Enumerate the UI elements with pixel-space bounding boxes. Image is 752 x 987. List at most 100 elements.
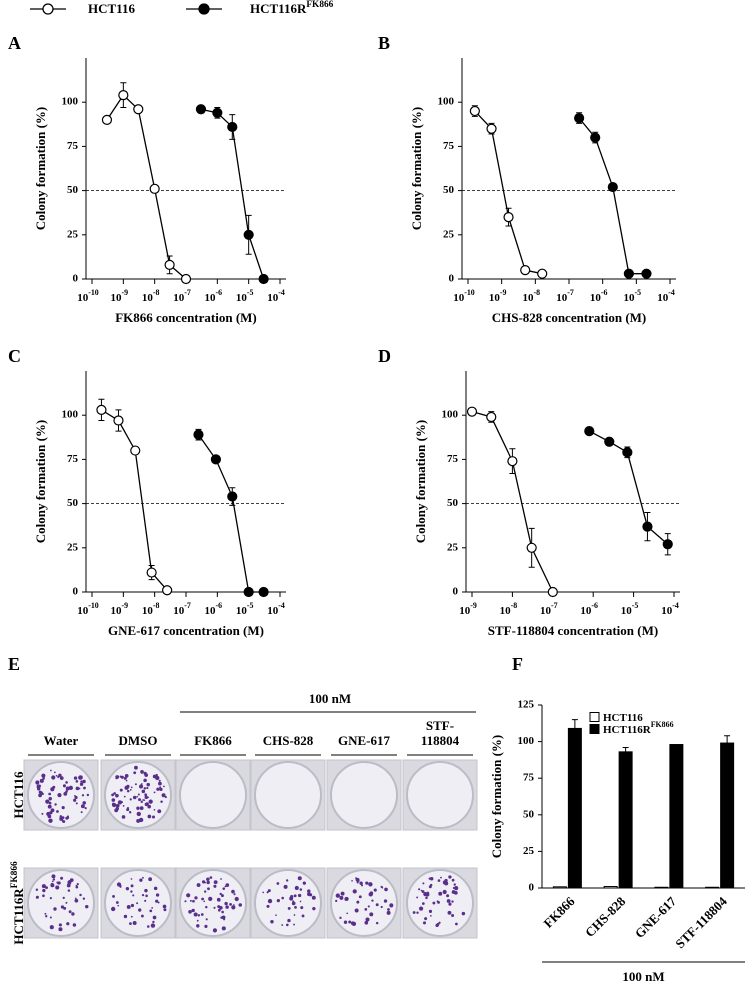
colony	[355, 877, 358, 880]
colony	[371, 899, 374, 902]
colony	[35, 896, 38, 899]
colony	[140, 914, 144, 918]
colony	[81, 794, 85, 797]
colony	[220, 878, 222, 880]
colony	[144, 773, 149, 777]
colony	[35, 780, 40, 785]
colony	[123, 776, 127, 780]
colony	[148, 877, 153, 882]
colony	[152, 920, 155, 924]
y-tick-label: 50	[67, 497, 79, 509]
data-point	[96, 404, 107, 415]
colony	[119, 885, 122, 888]
colony	[130, 786, 133, 789]
colony	[65, 781, 68, 784]
colony	[80, 811, 83, 814]
colony	[163, 908, 167, 912]
colony	[266, 904, 270, 908]
x-tick-label: GNE-617	[632, 893, 680, 941]
error-bar	[622, 746, 629, 752]
bar	[603, 886, 618, 889]
colony	[65, 786, 70, 791]
colony	[281, 924, 284, 926]
colony	[55, 774, 58, 777]
colony	[138, 798, 142, 802]
colony	[373, 888, 377, 892]
colony	[125, 887, 130, 891]
x-tick-label: STF-118804	[672, 893, 730, 951]
x-tick-label-sup: -6	[216, 288, 223, 297]
colony	[45, 886, 48, 890]
y-axis-label: Colony formation (%)	[33, 107, 48, 231]
x-tick-label: CHS-828	[582, 893, 629, 940]
colony	[221, 926, 226, 931]
colony	[147, 804, 151, 809]
colony	[351, 921, 357, 926]
row-label: HCT116RFK866	[10, 861, 26, 945]
data-point	[212, 107, 223, 118]
data-point	[469, 105, 480, 117]
colony	[115, 803, 120, 808]
data-point	[574, 113, 585, 124]
x-tick-label: FK866	[540, 893, 578, 931]
data-point	[113, 415, 124, 426]
colony	[430, 914, 432, 917]
colony	[58, 927, 63, 932]
x-tick-label: 10-8	[142, 601, 160, 617]
colony	[66, 922, 70, 926]
colony	[421, 902, 425, 905]
legend-label: HCT116RFK866	[250, 0, 334, 16]
colony	[147, 814, 152, 819]
y-tick-label: 100	[62, 409, 79, 421]
x-tick-label-sup: -7	[551, 601, 558, 610]
colony	[145, 894, 148, 898]
colony	[84, 807, 87, 810]
data-point	[503, 212, 514, 223]
colony	[437, 879, 441, 882]
colony	[151, 907, 154, 909]
colony	[155, 773, 158, 777]
colony	[292, 900, 295, 903]
colony	[155, 899, 159, 903]
colony	[130, 884, 134, 888]
colony	[365, 917, 370, 922]
colony	[446, 899, 451, 903]
colony	[68, 879, 72, 884]
legend-swatch	[589, 724, 600, 734]
colony	[48, 818, 53, 823]
data-point	[258, 273, 269, 285]
colony	[38, 790, 42, 794]
x-tick-label-base: 10	[590, 292, 602, 304]
colony	[142, 876, 144, 879]
colony	[344, 898, 347, 901]
colony	[38, 784, 42, 787]
colony	[442, 889, 447, 895]
plate	[104, 761, 172, 829]
colony	[287, 918, 291, 923]
colony	[85, 904, 89, 909]
data-point	[622, 447, 633, 458]
colony	[307, 889, 311, 893]
bar	[705, 886, 720, 889]
x-tick-label-base: 10	[489, 292, 501, 304]
y-axis-label: Colony formation (%)	[413, 420, 428, 544]
data-point	[210, 454, 221, 465]
colony	[49, 916, 52, 919]
colony	[335, 899, 338, 903]
colony	[153, 886, 158, 891]
colony	[364, 907, 368, 911]
x-tick-label-base: 10	[453, 292, 465, 304]
x-tick-label-base: 10	[267, 292, 279, 304]
x-tick-label: 10-4	[267, 288, 285, 304]
colony	[276, 898, 280, 903]
colony	[42, 888, 46, 893]
x-axis-label: FK866 concentration (M)	[115, 310, 257, 325]
colony	[129, 798, 132, 801]
data-point	[466, 406, 478, 417]
y-tick-label: 50	[443, 184, 455, 196]
x-tick-label-sup: -6	[591, 601, 598, 610]
colony	[45, 799, 50, 804]
colony	[74, 795, 78, 800]
colony	[221, 915, 226, 920]
colony	[203, 900, 206, 903]
